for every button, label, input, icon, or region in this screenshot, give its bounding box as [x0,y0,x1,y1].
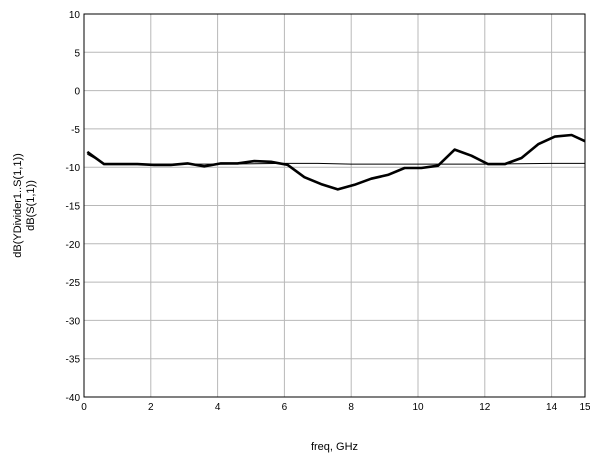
y-axis-label-line-1: dB(YDivider1..S(1,1)) [12,153,24,258]
plot-frame [83,13,586,398]
series-line-2 [86,133,586,191]
x-tick-label: 12 [479,402,491,413]
y-tick-label: -5 [71,125,80,136]
x-axis-label: freq, GHz [311,441,358,453]
y-tick-label: 5 [74,48,80,59]
x-tick-label: 4 [215,402,221,413]
y-axis-label-line-2: dB(S(1,1)) [25,180,37,231]
x-tick-label: 8 [348,402,354,413]
y-tick-label: -30 [66,316,81,327]
x-tick-label: 10 [412,402,424,413]
y-tick-label: 10 [69,10,81,21]
y-tick-label: -40 [66,393,81,404]
y-tick-labels: 10 5 0 -5 -10 -15 -20 -25 -30 -35 -40 [66,10,81,404]
x-tick-label: 15 [579,402,590,413]
grid [84,14,585,397]
x-tick-label: 2 [148,402,154,413]
x-tick-label: 14 [546,402,558,413]
y-tick-label: -15 [66,202,81,213]
y-tick-label: 0 [74,87,80,98]
plot-series [86,133,586,191]
x-tick-label: 0 [81,402,87,413]
y-axis-label: dB(YDivider1..S(1,1)) dB(S(1,1)) [12,153,37,258]
y-tick-label: -20 [66,240,81,251]
y-tick-label: -25 [66,278,81,289]
x-tick-labels: 0 2 4 6 8 10 12 14 15 [81,402,590,413]
x-tick-label: 6 [282,402,288,413]
y-tick-label: -35 [66,355,81,366]
y-tick-label: -10 [66,163,81,174]
